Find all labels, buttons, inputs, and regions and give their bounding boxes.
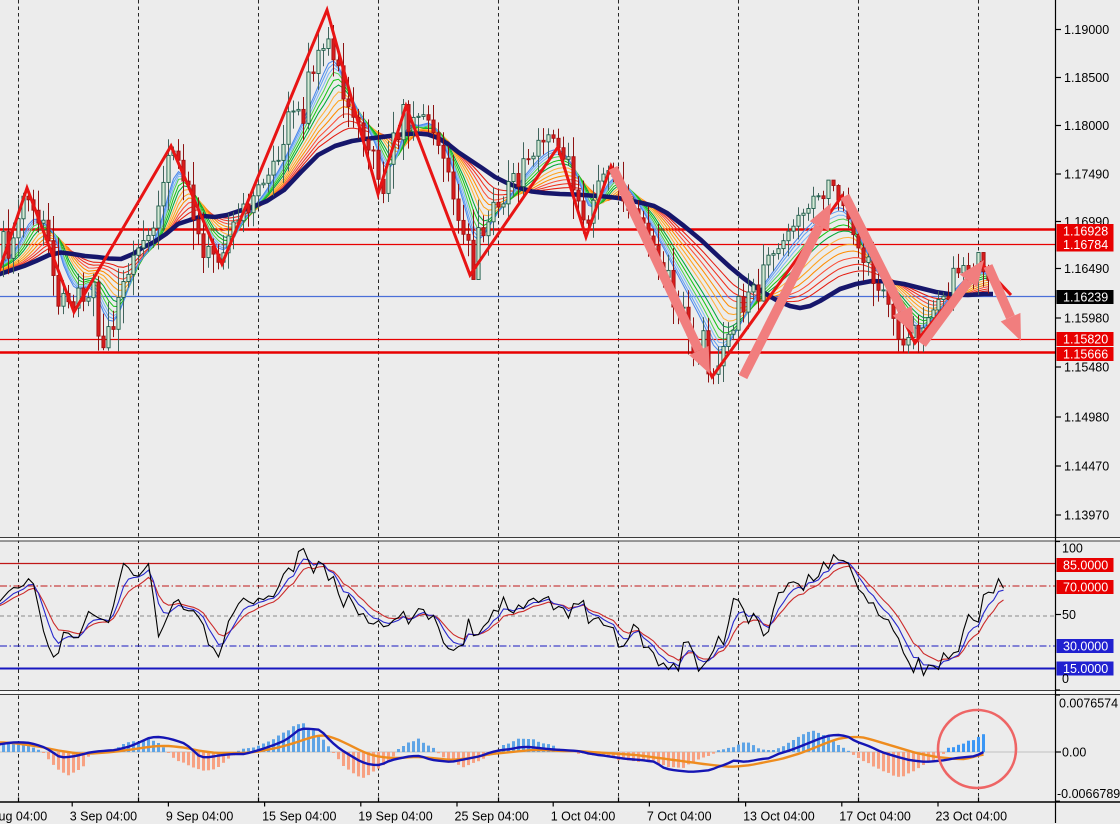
svg-text:1.16784: 1.16784 (1063, 238, 1108, 252)
svg-text:3 Sep 04:00: 3 Sep 04:00 (70, 810, 137, 824)
svg-text:0.0076574: 0.0076574 (1059, 697, 1118, 711)
svg-text:9 Sep 04:00: 9 Sep 04:00 (166, 810, 233, 824)
svg-text:17 Oct 04:00: 17 Oct 04:00 (839, 810, 911, 824)
svg-text:7 Oct 04:00: 7 Oct 04:00 (647, 810, 712, 824)
svg-text:1.16490: 1.16490 (1064, 262, 1109, 276)
svg-text:1.15666: 1.15666 (1063, 348, 1108, 362)
svg-text:1.18000: 1.18000 (1064, 119, 1109, 133)
svg-text:13 Oct 04:00: 13 Oct 04:00 (743, 810, 815, 824)
svg-text:1.16928: 1.16928 (1063, 225, 1108, 239)
svg-text:0: 0 (1062, 672, 1069, 686)
svg-text:1.17490: 1.17490 (1064, 168, 1109, 182)
svg-text:1.15480: 1.15480 (1064, 361, 1109, 375)
svg-text:1.14470: 1.14470 (1064, 460, 1109, 474)
svg-text:30.0000: 30.0000 (1063, 640, 1108, 654)
svg-text:1.14980: 1.14980 (1064, 411, 1109, 425)
svg-text:28 Aug 04:00: 28 Aug 04:00 (0, 810, 47, 824)
svg-text:23 Oct 04:00: 23 Oct 04:00 (936, 810, 1008, 824)
svg-text:1.15980: 1.15980 (1064, 312, 1109, 326)
svg-text:19 Sep 04:00: 19 Sep 04:00 (358, 810, 432, 824)
svg-text:1.13970: 1.13970 (1064, 509, 1109, 523)
svg-text:50: 50 (1062, 608, 1076, 622)
svg-text:-0.0066789: -0.0066789 (1057, 787, 1120, 801)
svg-text:85.0000: 85.0000 (1063, 559, 1108, 573)
svg-text:1.15820: 1.15820 (1063, 333, 1108, 347)
svg-text:1.16239: 1.16239 (1063, 291, 1108, 305)
svg-text:1 Oct 04:00: 1 Oct 04:00 (551, 810, 616, 824)
svg-text:15.0000: 15.0000 (1063, 662, 1108, 676)
svg-text:100: 100 (1062, 542, 1083, 556)
svg-text:1.19000: 1.19000 (1064, 23, 1109, 37)
svg-text:0.00: 0.00 (1062, 746, 1086, 760)
svg-text:25 Sep 04:00: 25 Sep 04:00 (455, 810, 529, 824)
svg-text:70.0000: 70.0000 (1063, 581, 1108, 595)
svg-text:1.18500: 1.18500 (1064, 71, 1109, 85)
svg-text:15 Sep 04:00: 15 Sep 04:00 (262, 810, 336, 824)
